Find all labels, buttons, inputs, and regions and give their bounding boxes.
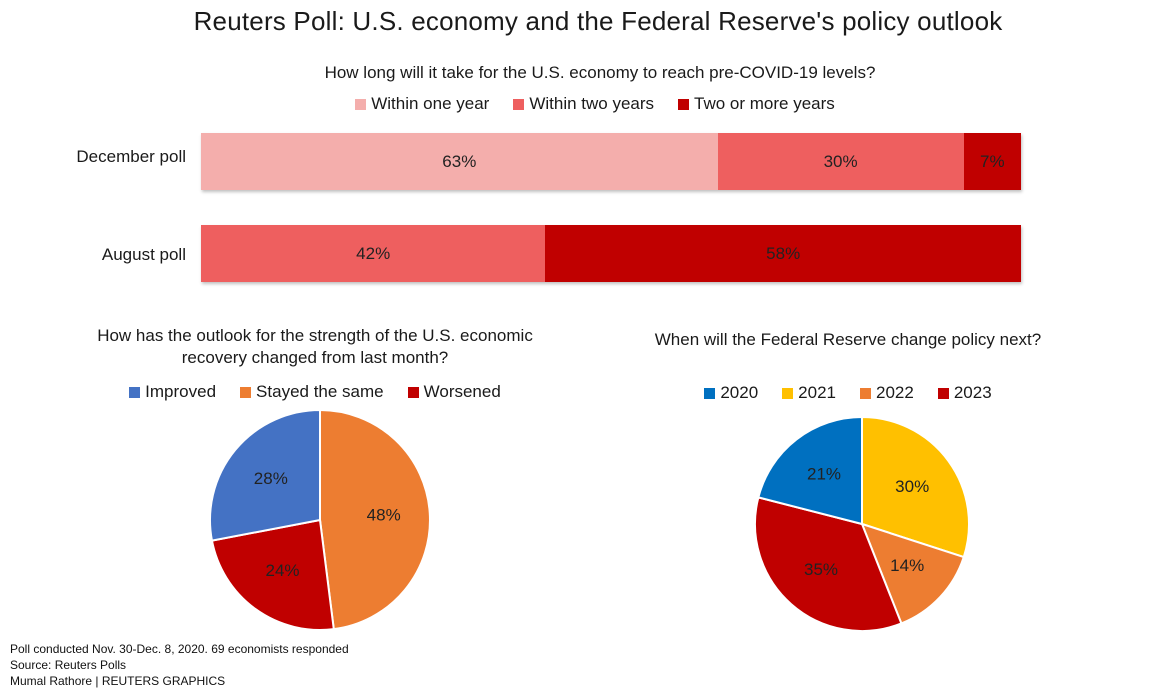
legend-swatch: [678, 98, 690, 110]
legend-label: Within one year: [371, 94, 490, 113]
fed-pie-legend: 2020 2021 2022 2023: [598, 383, 1098, 403]
legend-swatch: [355, 98, 367, 110]
fed-pie-slice-label-2023: 35%: [804, 560, 838, 579]
legend-label: 2020: [720, 383, 759, 402]
fed-pie-svg: 30% 14% 35% 21%: [754, 415, 970, 632]
bar-legend-item-within-one-year: Within one year: [355, 94, 489, 114]
fed-pie-slice-2022: [860, 522, 966, 625]
bar-legend-item-within-two-years: Within two years: [513, 94, 654, 114]
outlook-pie-svg: 48% 24% 28%: [209, 408, 431, 631]
outlook-pie-legend-item-improved: Improved: [129, 382, 216, 402]
outlook-pie-slice-improved: [209, 408, 321, 542]
outlook-pie-title-line-2: recovery changed from last month?: [181, 348, 449, 367]
legend-label: 2023: [953, 383, 992, 402]
outlook-pie-slice-label-worsened: 24%: [265, 561, 299, 580]
footer-credit: Mumal Rathore | REUTERS GRAPHICS: [10, 674, 226, 688]
page-title: Reuters Poll: U.S. economy and the Feder…: [193, 6, 1003, 36]
fed-pie-slice-2023: [754, 496, 903, 632]
row-label-december: December poll: [76, 147, 186, 166]
outlook-pie-slice-label-improved: 28%: [254, 469, 288, 488]
legend-swatch: [129, 386, 141, 398]
fed-pie-slice-2020: [757, 415, 863, 526]
outlook-pie-legend-item-worsened: Worsened: [407, 382, 501, 402]
fed-pie-slice-label-2021: 30%: [895, 477, 929, 496]
legend-label: Worsened: [423, 382, 501, 401]
legend-swatch: [513, 98, 525, 110]
footer-note: Poll conducted Nov. 30-Dec. 8, 2020. 69 …: [10, 642, 349, 656]
legend-swatch: [782, 387, 794, 399]
fed-pie-legend-item-2021: 2021: [782, 383, 836, 403]
bar-value-label: 7%: [980, 151, 1005, 171]
bar-row-august: 42% 58%: [201, 225, 1021, 282]
bar-value-label: 42%: [356, 243, 391, 263]
legend-swatch: [937, 387, 949, 399]
row-label-august: August poll: [101, 245, 186, 264]
fed-pie-legend-item-2023: 2023: [937, 383, 992, 403]
bar-segment-august-poll-two-or-more-years: 58%: [545, 225, 1021, 282]
bar-chart-title: How long will it take for the U.S. econo…: [324, 63, 876, 82]
bar-value-label: 58%: [766, 243, 801, 263]
legend-label: Within two years: [529, 94, 655, 113]
legend-swatch: [240, 386, 252, 398]
outlook-pie-slice-worsened: [210, 518, 335, 631]
bar-chart-legend: Within one year Within two years Two or mo…: [200, 94, 990, 114]
fed-pie-slice-label-2020: 21%: [807, 464, 841, 483]
bar-value-label: 30%: [823, 151, 858, 171]
bar-segment-august-poll-within-two-years: 42%: [201, 225, 546, 282]
bar-segment-december-poll-two-or-more-years: 7%: [963, 133, 1021, 190]
legend-label: Stayed the same: [256, 382, 384, 401]
legend-swatch: [860, 387, 871, 399]
fed-pie-title: When will the Federal Reserve change pol…: [654, 330, 1042, 349]
legend-swatch: [704, 387, 716, 399]
bar-segment-december-poll-within-one-year: 63%: [201, 133, 718, 190]
fed-pie-slice-2021: [861, 415, 970, 559]
fed-pie-legend-item-2022: 2022: [860, 383, 914, 403]
legend-label: Improved: [145, 382, 217, 401]
footer-source: Source: Reuters Polls: [10, 658, 127, 672]
bar-legend-item-two-or-more-years: Two or more years: [678, 94, 835, 114]
bar-row-december: 63% 30% 7%: [201, 133, 1021, 190]
fed-pie-slice-label-2022: 14%: [890, 556, 924, 575]
footer: Poll conducted Nov. 30-Dec. 8, 2020. 69 …: [10, 641, 349, 689]
bar-value-label: 63%: [442, 151, 477, 171]
legend-label: Two or more years: [694, 94, 835, 113]
fed-pie-legend-item-2020: 2020: [704, 383, 758, 403]
outlook-pie-slice-stayed-the-same: [319, 408, 431, 631]
bar-segment-december-poll-within-two-years: 30%: [717, 133, 964, 190]
legend-label: 2022: [876, 383, 914, 402]
outlook-pie-title-line-1: How has the outlook for the strength of …: [97, 326, 533, 345]
legend-swatch: [407, 386, 419, 398]
legend-label: 2021: [798, 383, 836, 402]
outlook-pie-legend-item-stayed-the-same: Stayed the same: [240, 382, 384, 402]
outlook-pie-slice-label-stayed-the-same: 48%: [367, 505, 401, 524]
outlook-pie-legend: Improved Stayed the same Worsened: [65, 382, 565, 402]
